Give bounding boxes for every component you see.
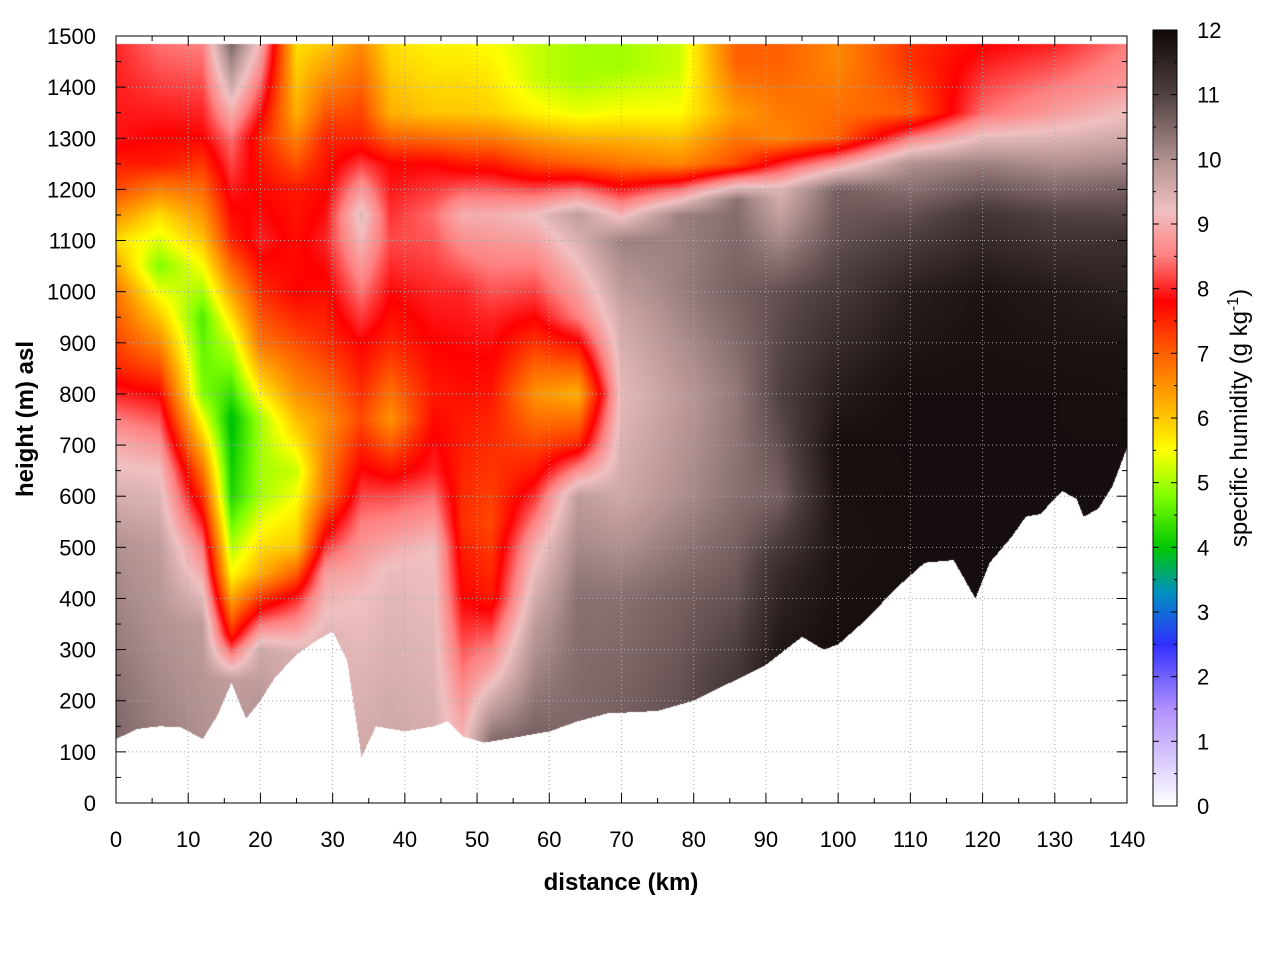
colorbar-tick-label: 7 xyxy=(1197,341,1209,366)
x-tick-label: 60 xyxy=(537,827,561,852)
y-tick-label: 300 xyxy=(59,638,96,663)
x-tick-label: 140 xyxy=(1109,827,1146,852)
y-tick-label: 1300 xyxy=(47,126,96,151)
humidity-field-image xyxy=(116,36,1127,803)
colorbar-tick-label: 12 xyxy=(1197,18,1221,43)
y-tick-label: 800 xyxy=(59,382,96,407)
x-tick-label: 130 xyxy=(1036,827,1073,852)
x-tick-label: 40 xyxy=(393,827,417,852)
x-axis: 0 10 20 30 40 50 60 70 80 90 100 110 120 130 140 xyxy=(110,36,1145,852)
humidity-field xyxy=(116,36,1127,803)
y-tick-label: 500 xyxy=(59,535,96,560)
x-tick-label: 30 xyxy=(320,827,344,852)
colorbar-tick-label: 0 xyxy=(1197,794,1209,819)
x-tick-label: 120 xyxy=(964,827,1001,852)
y-tick-label: 1400 xyxy=(47,75,96,100)
x-tick-label: 110 xyxy=(893,827,928,852)
y-tick-label: 1200 xyxy=(47,177,96,202)
x-tick-label: 80 xyxy=(681,827,705,852)
grid xyxy=(116,36,1127,803)
x-tick-label: 0 xyxy=(110,827,122,852)
colorbar-title-main: specific humidity (g kg xyxy=(1226,311,1253,547)
y-tick-label: 600 xyxy=(59,484,96,509)
x-tick-label: 10 xyxy=(176,827,200,852)
y-tick-label: 1000 xyxy=(47,280,96,305)
colorbar-tick-label: 4 xyxy=(1197,535,1209,560)
colorbar-tick-label: 11 xyxy=(1197,83,1220,108)
y-tick-label: 1500 xyxy=(47,24,96,49)
y-tick-label: 400 xyxy=(59,586,96,611)
y-tick-label: 700 xyxy=(59,433,96,458)
x-tick-label: 20 xyxy=(248,827,272,852)
x-axis-title: distance (km) xyxy=(544,869,699,896)
y-tick-label: 100 xyxy=(59,740,96,765)
colorbar-title-superscript: -1 xyxy=(1225,297,1242,311)
y-tick-label: 900 xyxy=(59,331,96,356)
colorbar-tick-label: 10 xyxy=(1197,147,1221,172)
colorbar-tick-label: 5 xyxy=(1197,471,1209,496)
x-tick-label: 50 xyxy=(465,827,489,852)
y-tick-label: 0 xyxy=(84,791,96,816)
colorbar-tick-label: 8 xyxy=(1197,277,1209,302)
colorbar-tick-label: 3 xyxy=(1197,600,1209,625)
x-tick-label: 90 xyxy=(754,827,778,852)
colorbar-tick-label: 9 xyxy=(1197,212,1209,237)
y-tick-label: 1100 xyxy=(49,229,96,254)
x-tick-label: 100 xyxy=(820,827,857,852)
y-axis: 0 100 200 300 400 500 600 700 800 900 1000 1100 1200… xyxy=(47,24,1127,816)
colorbar-title-end: ) xyxy=(1226,289,1253,297)
x-tick-label: 70 xyxy=(609,827,633,852)
colorbar-tick-label: 1 xyxy=(1197,729,1209,754)
colorbar-title: specific humidity (g kg-1) xyxy=(1225,289,1253,547)
y-axis-title: height (m) asl xyxy=(12,341,39,497)
colorbar-tick-label: 2 xyxy=(1197,665,1209,690)
y-tick-label: 200 xyxy=(59,689,96,714)
colorbar-tick-label: 6 xyxy=(1197,406,1209,431)
